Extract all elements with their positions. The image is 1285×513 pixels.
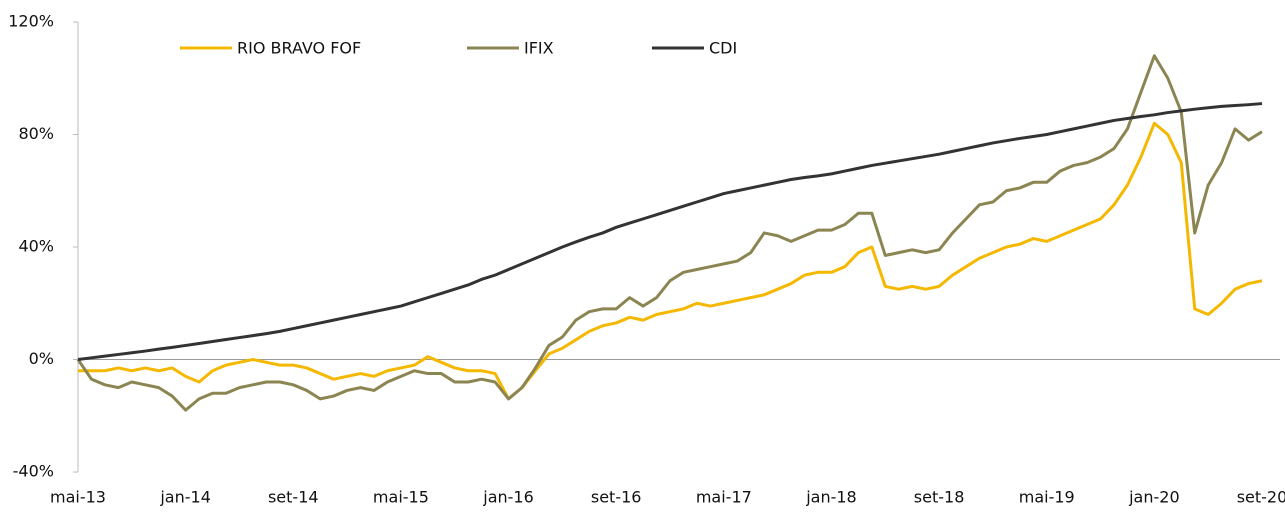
x-tick-label: set-16 <box>591 488 642 507</box>
y-tick-label: 80% <box>18 124 54 143</box>
x-tick-label: set-14 <box>268 488 319 507</box>
x-tick-label: mai-17 <box>696 488 752 507</box>
series-line <box>78 121 1263 401</box>
x-tick-label: mai-15 <box>373 488 429 507</box>
x-tick-label: set-18 <box>914 488 965 507</box>
x-tick-label: mai-19 <box>1019 488 1075 507</box>
series-line <box>77 102 1263 361</box>
x-tick-label: mai-13 <box>50 488 106 507</box>
series-line <box>76 54 1263 412</box>
y-tick-label: -40% <box>13 462 54 481</box>
legend-label: CDI <box>709 39 737 58</box>
legend-label: IFIX <box>524 39 554 58</box>
x-tick-label: jan-20 <box>1128 488 1180 507</box>
y-tick-label: 120% <box>8 12 54 31</box>
y-tick-label: 0% <box>29 349 54 368</box>
y-tick-label: 40% <box>18 237 54 256</box>
legend-label: RIO BRAVO FOF <box>237 39 361 58</box>
x-tick-label: jan-18 <box>805 488 857 507</box>
x-tick-label: set-20 <box>1237 488 1285 507</box>
x-tick-label: jan-14 <box>159 488 211 507</box>
x-tick-label: jan-16 <box>482 488 534 507</box>
